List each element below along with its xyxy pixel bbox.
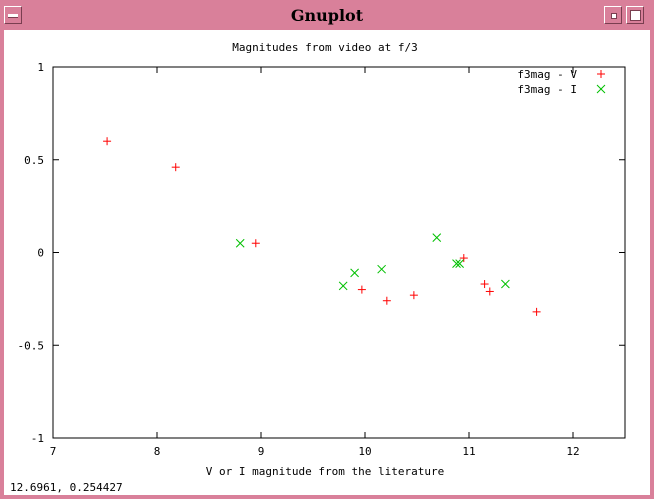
legend: f3mag - V f3mag - I	[517, 68, 606, 96]
i-point-2	[350, 268, 359, 278]
maximize-icon	[630, 10, 641, 21]
v-point-7	[480, 280, 489, 289]
x-tick-label: 8	[154, 445, 161, 458]
minimize-icon	[611, 13, 617, 19]
title-bar[interactable]: Gnuplot	[0, 0, 654, 30]
v-point-8	[485, 287, 494, 296]
v-point-5	[409, 291, 418, 300]
v-point-4	[382, 296, 391, 305]
legend-label-0: f3mag - V	[517, 68, 577, 81]
x-tick-label: 9	[258, 445, 265, 458]
i-point-3	[377, 264, 386, 274]
v-point-3	[357, 285, 366, 294]
i-point-6	[455, 259, 464, 268]
i-point-5	[452, 259, 461, 268]
y-tick-label: -0.5	[18, 339, 45, 352]
v-point-9	[532, 307, 541, 316]
y-tick-label: 0.5	[24, 154, 44, 167]
v-point-1	[171, 163, 180, 172]
y-tick-label: 0	[37, 247, 44, 260]
mouse-coordinates-readout: 12.6961, 0.254427	[10, 481, 123, 494]
minimize-button[interactable]	[604, 6, 622, 24]
v-point-0	[103, 137, 112, 146]
plot-canvas[interactable]: Magnitudes from video at f/3 7 8 9 10 11 12 1 0…	[4, 30, 650, 495]
x-tick-label: 7	[50, 445, 57, 458]
axis-ticks: 7 8 9 10 11 12 1 0.5 0 -0.5 -1	[18, 61, 625, 458]
x-tick-label: 11	[462, 445, 475, 458]
scatter-chart: Magnitudes from video at f/3 7 8 9 10 11 1210…	[18, 41, 626, 478]
v-point-6	[459, 254, 468, 263]
i-point-0	[235, 238, 245, 248]
x-tick-label: 10	[358, 445, 371, 458]
legend-label-1: f3mag - I	[517, 83, 577, 96]
i-point-4	[432, 233, 442, 243]
plot-frame	[52, 66, 626, 439]
y-tick-label: 1	[37, 61, 44, 74]
window-menu-button[interactable]	[4, 6, 22, 24]
i-point-1	[338, 281, 348, 291]
x-tick-label: 12	[566, 445, 579, 458]
v-point-2	[251, 239, 260, 248]
window-menu-icon	[8, 14, 18, 18]
legend-marker-1	[596, 84, 606, 94]
chart-title: Magnitudes from video at f/3	[232, 41, 417, 54]
window-title: Gnuplot	[290, 6, 364, 25]
maximize-button[interactable]	[626, 6, 644, 24]
data-points	[103, 137, 541, 316]
y-tick-label: -1	[31, 432, 44, 445]
x-axis-label: V or I magnitude from the literature	[206, 465, 444, 478]
legend-marker-0	[597, 70, 605, 78]
i-point-7	[501, 279, 510, 289]
